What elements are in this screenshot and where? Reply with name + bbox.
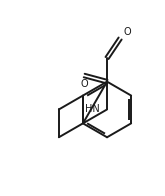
Text: O: O (123, 27, 131, 37)
Text: HN: HN (85, 104, 100, 114)
Text: O: O (80, 79, 88, 89)
